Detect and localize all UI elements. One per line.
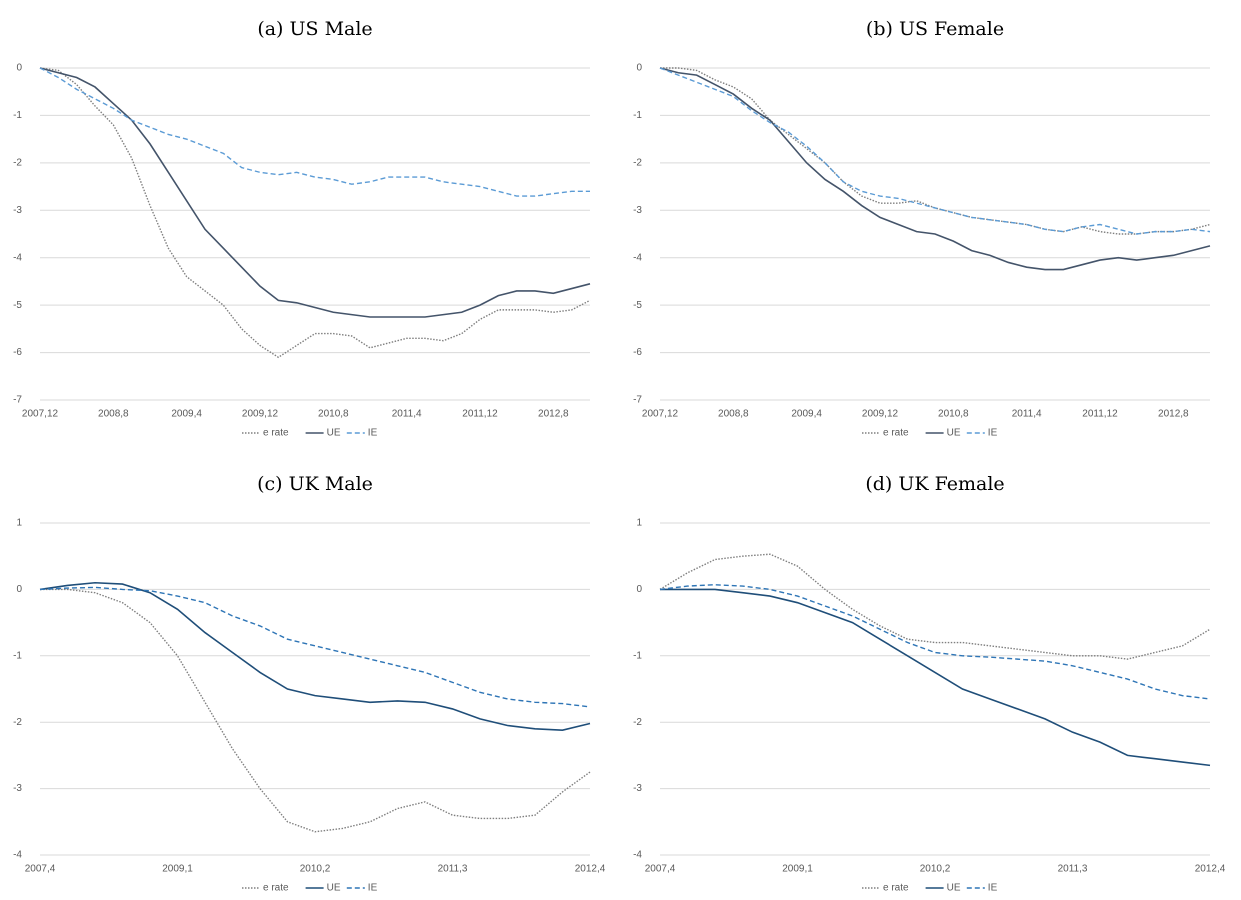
x-tick-label: 2007,12 <box>22 409 59 420</box>
legend-label: e rate <box>263 428 289 439</box>
y-tick-label: -5 <box>13 300 22 311</box>
legend-label: IE <box>988 883 998 894</box>
chart-title: (b) US Female <box>866 18 1004 40</box>
y-tick-label: -1 <box>13 650 22 661</box>
y-tick-label: 1 <box>636 518 642 529</box>
y-tick-label: -6 <box>13 347 22 358</box>
y-tick-label: 0 <box>16 584 22 595</box>
legend-label: e rate <box>883 428 909 439</box>
y-tick-label: -5 <box>633 300 642 311</box>
y-tick-label: -3 <box>633 205 642 216</box>
series-line <box>39 581 591 731</box>
y-tick-label: -3 <box>633 783 642 794</box>
x-tick-label: 2009,1 <box>782 864 813 875</box>
legend-label: UE <box>327 883 341 894</box>
y-tick-label: -7 <box>13 395 22 406</box>
y-tick-label: -1 <box>13 110 22 121</box>
y-tick-label: -2 <box>633 717 642 728</box>
chart-title: (c) UK Male <box>257 473 373 495</box>
y-tick-label: -2 <box>13 717 22 728</box>
series-line <box>39 67 591 318</box>
x-tick-label: 2012,4 <box>575 864 606 875</box>
x-tick-label: 2010,2 <box>920 864 951 875</box>
y-tick-label: -6 <box>633 347 642 358</box>
x-tick-label: 2012,8 <box>538 409 569 420</box>
y-tick-label: -1 <box>633 110 642 121</box>
series-line <box>659 67 1211 235</box>
chart-title: (a) US Male <box>257 18 372 40</box>
series-line <box>39 586 591 708</box>
x-tick-label: 2011,4 <box>392 409 422 420</box>
y-tick-label: -7 <box>633 395 642 406</box>
legend-label: UE <box>947 428 961 439</box>
x-tick-label: 2012,8 <box>1158 409 1189 420</box>
x-tick-label: 2009,1 <box>162 864 193 875</box>
y-tick-label: -2 <box>633 157 642 168</box>
y-tick-label: -3 <box>13 783 22 794</box>
series-line <box>40 588 591 833</box>
x-tick-label: 2011,3 <box>438 864 468 875</box>
x-tick-label: 2009,4 <box>791 409 822 420</box>
x-tick-label: 2011,12 <box>1082 409 1118 420</box>
series-line <box>659 584 1211 700</box>
y-tick-label: -4 <box>633 252 642 263</box>
y-tick-label: 0 <box>636 63 642 74</box>
y-tick-label: -4 <box>13 252 22 263</box>
legend-label: IE <box>368 428 378 439</box>
y-tick-label: -4 <box>633 850 642 861</box>
legend-label: UE <box>327 428 341 439</box>
x-tick-label: 2007,4 <box>25 864 56 875</box>
x-tick-label: 2009,12 <box>242 409 279 420</box>
x-tick-label: 2011,4 <box>1012 409 1042 420</box>
series-line <box>659 67 1211 271</box>
y-tick-label: -2 <box>13 157 22 168</box>
y-tick-label: -3 <box>13 205 22 216</box>
x-tick-label: 2007,12 <box>642 409 679 420</box>
series-line <box>39 67 590 197</box>
x-tick-label: 2008,8 <box>718 409 749 420</box>
y-tick-label: 1 <box>16 518 22 529</box>
x-tick-label: 2009,12 <box>862 409 899 420</box>
x-tick-label: 2010,8 <box>938 409 969 420</box>
x-tick-label: 2012,4 <box>1195 864 1226 875</box>
x-tick-label: 2007,4 <box>645 864 676 875</box>
series-line <box>660 588 1211 767</box>
y-tick-label: 0 <box>636 584 642 595</box>
legend-label: UE <box>947 883 961 894</box>
x-tick-label: 2008,8 <box>98 409 129 420</box>
legend-label: e rate <box>263 883 289 894</box>
y-tick-label: -1 <box>633 650 642 661</box>
x-tick-label: 2011,3 <box>1058 864 1088 875</box>
chart-title: (d) UK Female <box>865 473 1004 495</box>
y-tick-label: 0 <box>16 63 22 74</box>
x-tick-label: 2009,4 <box>171 409 202 420</box>
y-tick-label: -4 <box>13 850 22 861</box>
x-tick-label: 2011,12 <box>462 409 498 420</box>
x-tick-label: 2010,2 <box>300 864 331 875</box>
legend-label: IE <box>368 883 378 894</box>
legend-label: IE <box>988 428 998 439</box>
x-tick-label: 2010,8 <box>318 409 349 420</box>
series-line <box>660 67 1211 235</box>
legend-label: e rate <box>883 883 909 894</box>
series-line <box>659 553 1211 660</box>
